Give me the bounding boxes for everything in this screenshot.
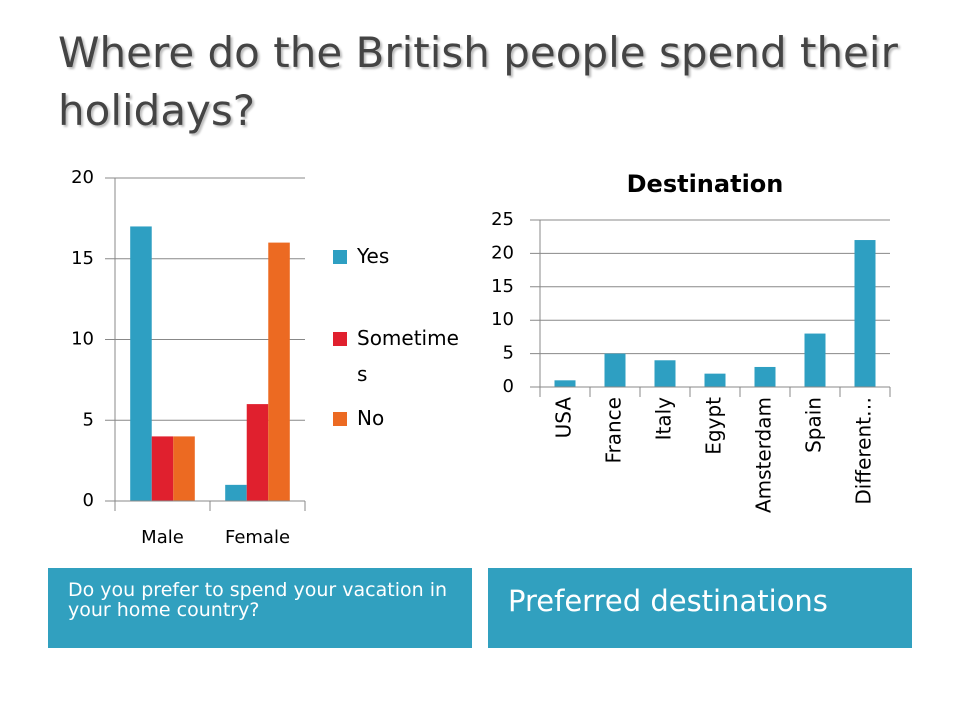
bar <box>704 373 726 387</box>
y-tick-label: 15 <box>71 248 94 269</box>
caption: Preferred destinations <box>488 568 912 648</box>
bar <box>604 353 626 387</box>
legend-swatch <box>333 250 347 264</box>
bar <box>173 436 195 501</box>
y-tick-label: 5 <box>503 343 514 364</box>
legend-label: No <box>357 406 385 430</box>
x-tick-label: Egypt <box>702 397 726 455</box>
x-tick-label: USA <box>552 397 576 439</box>
y-tick-label: 25 <box>491 209 514 230</box>
slide-title: Where do the British people spend their … <box>58 28 898 135</box>
x-tick-label: France <box>602 397 626 464</box>
legend-label: Sometimes <box>357 326 459 386</box>
x-tick-label: Italy <box>652 397 676 441</box>
bar <box>654 360 676 387</box>
bar <box>804 333 826 387</box>
bar <box>268 242 290 501</box>
bar <box>130 226 152 501</box>
bar <box>151 436 174 501</box>
y-tick-label: 20 <box>491 242 514 263</box>
legend-swatch <box>333 412 347 426</box>
caption: Do you prefer to spend your vacation in … <box>48 568 472 648</box>
x-tick-label: Amsterdam <box>752 397 776 513</box>
bar <box>246 404 269 501</box>
y-tick-label: 10 <box>71 329 94 350</box>
y-tick-label: 5 <box>83 409 94 430</box>
bar <box>225 484 247 501</box>
chart-title: Destination <box>627 170 784 198</box>
y-tick-label: 10 <box>491 309 514 330</box>
bar <box>554 380 576 387</box>
bar <box>854 240 876 387</box>
x-tick-label: Male <box>141 527 184 548</box>
y-tick-label: 0 <box>83 490 94 511</box>
legend-label: Yes <box>357 244 390 268</box>
legend-swatch <box>333 332 347 346</box>
x-tick-label: Spain <box>802 397 826 453</box>
x-tick-label: Different… <box>852 397 876 505</box>
bar <box>754 366 776 387</box>
x-tick-label: Female <box>225 527 290 548</box>
y-tick-label: 15 <box>491 276 514 297</box>
y-tick-label: 0 <box>503 376 514 397</box>
y-tick-label: 20 <box>71 167 94 188</box>
